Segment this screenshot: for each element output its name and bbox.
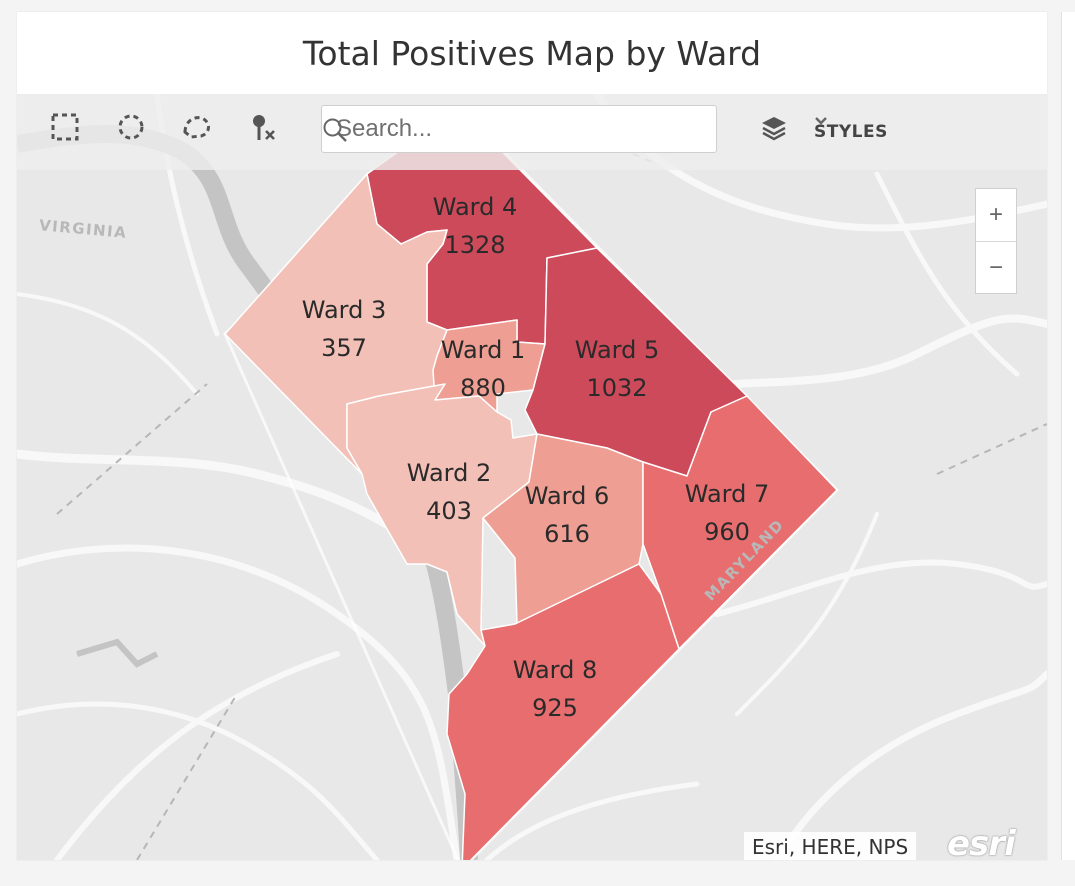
ward-7-name: Ward 7 [684, 480, 770, 508]
zoom-out-button[interactable]: − [988, 254, 1003, 281]
ward-4-value: 1328 [444, 231, 506, 259]
map-attribution[interactable]: Esri, HERE, NPS [744, 832, 917, 860]
ward-1-name: Ward 1 [440, 336, 526, 364]
select-circle-button[interactable] [116, 112, 156, 152]
map-view[interactable]: VIRGINIA MARYLAND Ward 4 1328 Ward 3 357… [17, 94, 1047, 860]
select-lasso-button[interactable] [181, 112, 221, 152]
ward-7-label: Ward 7 960 [657, 475, 797, 551]
map-card: Total Positives Map by Ward [17, 12, 1047, 860]
ward-6-label: Ward 6 616 [497, 477, 637, 553]
zoom-control: + − [975, 188, 1017, 294]
search-icon[interactable] [322, 117, 348, 143]
ward-8-value: 925 [532, 694, 578, 722]
zoom-in-button[interactable]: + [976, 189, 1016, 242]
ward-4-label: Ward 4 1328 [405, 188, 545, 264]
clear-selection-button[interactable] [247, 112, 287, 152]
ward-6-name: Ward 6 [524, 482, 610, 510]
ward-1-label: Ward 1 880 [413, 331, 553, 407]
ward-1-value: 880 [460, 374, 506, 402]
search-box[interactable] [321, 105, 717, 153]
ward-8-name: Ward 8 [512, 656, 598, 684]
ward-8-label: Ward 8 925 [485, 651, 625, 727]
select-rectangle-icon [51, 113, 79, 141]
ward-4-name: Ward 4 [432, 193, 518, 221]
select-lasso-icon [183, 116, 210, 139]
select-circle-icon [118, 114, 144, 140]
search-input[interactable] [322, 106, 676, 152]
ward-3-name: Ward 3 [301, 296, 387, 324]
ward-2-label: Ward 2 403 [379, 454, 519, 530]
styles-label: STYLES [814, 122, 888, 142]
ward-7-value: 960 [704, 518, 750, 546]
ward-5-name: Ward 5 [574, 336, 660, 364]
esri-logo: esri [947, 824, 1016, 860]
ward-8-region[interactable] [446, 563, 680, 860]
ward-3-value: 357 [321, 334, 367, 362]
ward-5-label: Ward 5 1032 [547, 331, 687, 407]
ward-2-value: 403 [426, 497, 472, 525]
layers-icon [762, 117, 786, 141]
layers-button[interactable] [759, 114, 795, 150]
ward-6-value: 616 [544, 520, 590, 548]
ward-5-value: 1032 [586, 374, 648, 402]
clear-pin-icon [253, 115, 275, 140]
river-inlet [76, 638, 159, 668]
page-title: Total Positives Map by Ward [17, 12, 1047, 94]
chevron-down-icon [815, 117, 827, 125]
adjacent-panel-edge [1061, 12, 1075, 860]
ward-3-label: Ward 3 357 [274, 291, 414, 367]
select-rectangle-button[interactable] [50, 112, 90, 152]
ward-2-name: Ward 2 [406, 459, 492, 487]
map-toolbar: STYLES [17, 94, 1047, 170]
styles-dropdown[interactable]: STYLES [814, 116, 888, 148]
